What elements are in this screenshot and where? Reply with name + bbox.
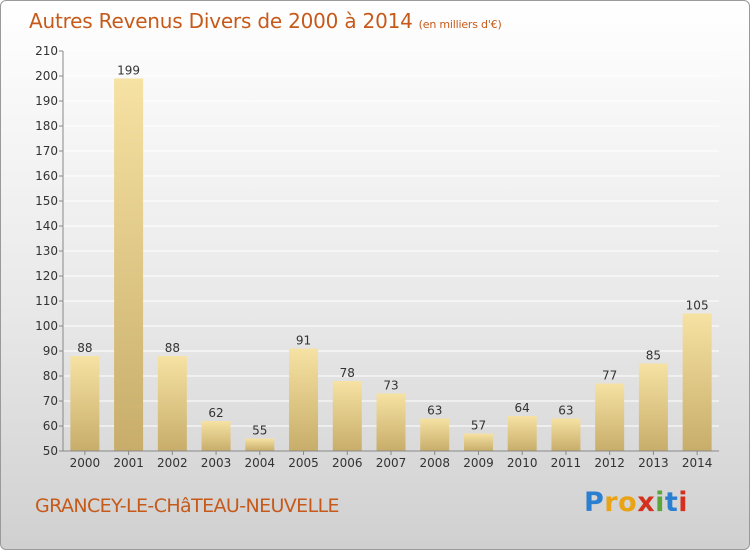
bar-2008	[420, 418, 450, 451]
axes: 50 60 70 80 90 100 110 120 130 140 150 160 170 180 190…	[35, 44, 719, 470]
value-label: 73	[383, 379, 398, 393]
y-tick-label: 90	[43, 344, 58, 358]
bar-2001	[114, 78, 144, 451]
y-tick-label: 200	[35, 69, 58, 83]
logo-letter: i	[655, 487, 665, 518]
x-tick-label: 2004	[245, 456, 276, 470]
x-tick-label: 2011	[551, 456, 582, 470]
logo-letter: r	[604, 487, 619, 518]
y-tick-label: 140	[35, 219, 58, 233]
bars	[70, 78, 712, 451]
bar-2007	[376, 393, 406, 451]
y-tick-label: 210	[35, 44, 58, 58]
value-label: 77	[602, 369, 617, 383]
value-label: 199	[117, 64, 140, 78]
x-tick-label: 2009	[463, 456, 494, 470]
y-tick-label: 180	[35, 119, 58, 133]
chart-title-text: Autres Revenus Divers de 2000 à 2014	[29, 9, 413, 33]
y-tick-label: 100	[35, 319, 58, 333]
y-tick-label: 160	[35, 169, 58, 183]
value-label: 85	[646, 349, 661, 363]
y-tick-label: 130	[35, 244, 58, 258]
x-tick-label: 2012	[594, 456, 625, 470]
y-tick-label: 70	[43, 394, 58, 408]
x-tick-label: 2014	[682, 456, 713, 470]
y-tick-label: 110	[35, 294, 58, 308]
value-label: 55	[252, 424, 267, 438]
bar-2000	[70, 356, 100, 451]
value-label: 57	[471, 419, 486, 433]
y-tick-label: 190	[35, 94, 58, 108]
value-label: 64	[515, 401, 530, 415]
value-label: 88	[77, 341, 92, 355]
y-tick-label: 50	[43, 444, 58, 458]
value-label: 62	[208, 406, 223, 420]
x-tick-label: 2006	[332, 456, 363, 470]
bar-2006	[332, 381, 362, 451]
value-labels: 88 199 88 62 55 91 78 73 63 57 64 63 77 85 105	[77, 64, 708, 438]
x-tick-label: 2013	[638, 456, 669, 470]
y-tick-label: 150	[35, 194, 58, 208]
bar-2005	[289, 348, 319, 451]
value-label: 105	[686, 299, 709, 313]
bar-2012	[595, 383, 625, 451]
bar-2002	[157, 356, 187, 451]
x-tick-label: 2007	[376, 456, 407, 470]
logo-letter: t	[664, 487, 679, 518]
logo-letter: i	[678, 487, 689, 518]
y-tick-label: 120	[35, 269, 58, 283]
bar-2009	[463, 433, 493, 451]
bar-2013	[638, 363, 668, 451]
proxiti-logo[interactable]: Proxiti	[584, 487, 688, 518]
bar-2011	[551, 418, 581, 451]
bar-2014	[682, 313, 712, 451]
x-tick-label: 2001	[113, 456, 144, 470]
x-tick-label: 2010	[507, 456, 538, 470]
logo-letter: x	[637, 487, 656, 518]
value-label: 78	[340, 366, 355, 380]
chart-title: Autres Revenus Divers de 2000 à 2014 (en …	[29, 9, 502, 33]
logo-letter: o	[618, 487, 638, 518]
value-label: 63	[558, 404, 573, 418]
value-label: 63	[427, 404, 442, 418]
y-tick-label: 60	[43, 419, 58, 433]
bar-2003	[201, 421, 231, 451]
bar-2004	[245, 438, 275, 451]
commune-name: GRANCEY-LE-CHâTEAU-NEUVELLE	[35, 495, 340, 517]
x-tick-label: 2000	[70, 456, 101, 470]
y-tick-label: 170	[35, 144, 58, 158]
value-label: 91	[296, 334, 311, 348]
x-tick-label: 2005	[288, 456, 319, 470]
x-tick-label: 2003	[201, 456, 232, 470]
x-tick-label: 2002	[157, 456, 188, 470]
value-label: 88	[165, 341, 180, 355]
logo-letter: P	[584, 487, 605, 518]
x-tick-label: 2008	[419, 456, 450, 470]
y-tick-label: 80	[43, 369, 58, 383]
bar-2010	[507, 416, 537, 451]
chart-unit: (en milliers d'€)	[418, 18, 502, 31]
